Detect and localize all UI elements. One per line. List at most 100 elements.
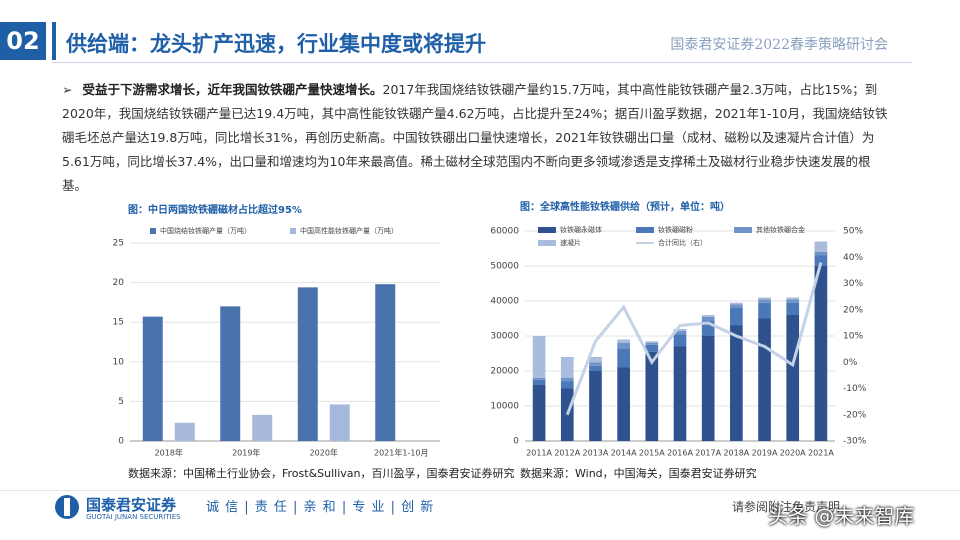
bar-segment: [814, 241, 828, 252]
legend-swatch: [538, 240, 556, 246]
disclaimer: 请参阅附注免责声明: [732, 500, 841, 514]
y2-tick-label: 30%: [843, 279, 863, 289]
bar-segment: [814, 266, 828, 441]
y2-tick-label: 0%: [843, 358, 858, 368]
body-text: ➢ 受益于下游需求增长，近年我国钕铁硼产量快速增长。2017年我国烧结钕铁硼产量约…: [62, 78, 892, 198]
bar-segment: [814, 252, 828, 256]
y2-tick-label: -10%: [843, 384, 867, 394]
y-tick-label: 30000: [490, 332, 519, 342]
bar-segment: [560, 378, 574, 382]
legend-label: 钕铁硼永磁体: [560, 225, 602, 234]
bar-segment: [532, 379, 546, 385]
bar-segment: [589, 371, 602, 441]
y-tick-label: 25: [113, 239, 124, 249]
bar-segment: [758, 299, 771, 303]
bar-segment: [730, 304, 743, 308]
divider: [0, 490, 960, 491]
slide-title: 供给端：龙头扩产迅速，行业集中度或将提升: [66, 32, 486, 56]
x-tick-label: 2020年: [310, 448, 338, 458]
y-tick-label: 20000: [490, 367, 519, 377]
bar: [142, 316, 163, 441]
y-tick-label: 0: [513, 437, 519, 447]
bar: [297, 287, 318, 441]
bold-text: 受益于下游需求增长，近年我国钕铁硼产量快速增长。: [82, 82, 383, 97]
bar-segment: [617, 343, 630, 349]
text: 2017年我国烧结钕铁硼产量约15.7万吨，其中高性能钕铁硼产量2.3万吨，占比…: [62, 82, 888, 193]
logo-icon: [55, 495, 79, 519]
bar-segment: [560, 357, 574, 378]
bar-segment: [645, 351, 659, 441]
bar-segment: [645, 343, 659, 345]
bar: [252, 414, 273, 441]
y-tick-label: 20: [113, 278, 125, 288]
header-bar: [52, 22, 56, 60]
x-tick-label: 2019A: [752, 449, 778, 458]
y-tick-label: 0: [118, 437, 124, 447]
bar-segment: [730, 325, 743, 441]
legend-label: 中国高性能钕铁硼产量（万吨）: [300, 226, 398, 235]
bar-segment: [758, 318, 771, 441]
y-tick-label: 5: [118, 397, 124, 407]
legend-swatch: [290, 228, 296, 234]
y2-tick-label: 10%: [843, 332, 863, 342]
y-tick-label: 50000: [490, 262, 519, 272]
bar: [329, 404, 350, 441]
source: 数据来源：中国稀土行业协会，Frost&Sullivan，百川盈孚，国泰君安证券…: [128, 467, 515, 480]
legend-label: 中国烧结钕铁硼产量（万吨）: [160, 226, 251, 235]
y2-tick-label: 40%: [843, 253, 863, 263]
x-tick-label: 2018年: [155, 448, 183, 458]
bar-segment: [617, 348, 630, 368]
bullet: ➢: [62, 82, 73, 97]
y-tick-label: 15: [113, 318, 124, 328]
x-tick-label: 2014A: [611, 449, 637, 458]
legend-label: 钕铁硼磁粉: [658, 225, 693, 234]
x-tick-label: 2018A: [723, 449, 749, 458]
bar-segment: [532, 336, 546, 378]
bar-segment: [786, 315, 800, 441]
bar: [174, 422, 195, 441]
x-tick-label: 2016A: [667, 449, 693, 458]
bar-segment: [617, 367, 630, 441]
chart-title: 图：中日两国钕铁硼磁材占比超过95%: [128, 203, 302, 216]
bar-segment: [701, 336, 715, 441]
x-tick-label: 2017A: [695, 449, 721, 458]
watermark: 头条 @未来智库: [768, 504, 915, 528]
bar-segment: [589, 357, 602, 363]
y-tick-label: 40000: [490, 297, 519, 307]
bar-segment: [673, 330, 687, 335]
bar-segment: [730, 302, 743, 305]
x-tick-label: 2019年: [232, 448, 260, 458]
source: 数据来源：Wind，中国海关，国泰君安证券研究: [520, 467, 757, 480]
y2-tick-label: 50%: [843, 227, 863, 237]
bar-segment: [532, 385, 546, 441]
y2-tick-label: 20%: [843, 305, 863, 315]
x-tick-label: 2011A: [526, 449, 552, 458]
bar-segment: [645, 344, 659, 352]
x-tick-label: 2012A: [554, 449, 580, 458]
section-number: 02: [0, 22, 46, 60]
bar-segment: [730, 308, 743, 326]
bar-segment: [814, 255, 828, 266]
bar-segment: [701, 316, 715, 321]
y-tick-label: 10000: [490, 402, 519, 412]
y-tick-label: 10: [113, 357, 125, 367]
bar-segment: [589, 365, 602, 371]
conference: 国泰君安证券2022春季策略研讨会: [670, 37, 888, 53]
legend-swatch: [538, 227, 556, 233]
legend-swatch: [734, 227, 752, 233]
divider: [52, 62, 912, 63]
bar-segment: [645, 341, 659, 343]
slogan: 诚 信 | 责 任 | 亲 和 | 专 业 | 创 新: [206, 500, 435, 515]
y-tick-label: 60000: [490, 227, 519, 237]
y2-tick-label: -20%: [843, 410, 867, 420]
bar-segment: [673, 329, 687, 331]
legend-swatch: [150, 228, 156, 234]
x-tick-label: 2020A: [780, 449, 806, 458]
chart-title: 图：全球高性能钕铁硼供给（预计，单位：吨）: [520, 200, 730, 213]
bar: [375, 284, 396, 441]
bar-segment: [786, 297, 800, 300]
legend-label: 其他钕铁硼合金: [756, 225, 805, 234]
x-tick-label: 2021年1-10月: [374, 448, 429, 458]
charts: 0 5 10 15 20 25 图：中日两国钕铁硼磁材占比超过95% 2018年 2019年 20…: [113, 200, 867, 458]
